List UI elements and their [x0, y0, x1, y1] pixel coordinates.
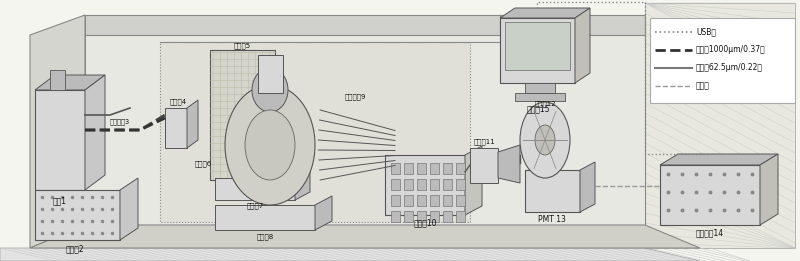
Bar — [404, 195, 413, 206]
Polygon shape — [85, 75, 105, 190]
Polygon shape — [120, 178, 138, 240]
Text: 光纤（1000μm/0.37）: 光纤（1000μm/0.37） — [696, 45, 766, 55]
Text: 光纤架6: 光纤架6 — [195, 160, 212, 167]
Text: 准直器4: 准直器4 — [170, 98, 186, 105]
Polygon shape — [498, 145, 520, 183]
Bar — [417, 211, 426, 222]
Text: 升降台8: 升降台8 — [256, 233, 274, 240]
Text: 光纤（62.5μm/0.22）: 光纤（62.5μm/0.22） — [696, 63, 763, 73]
Bar — [443, 163, 452, 174]
Polygon shape — [500, 8, 590, 18]
Bar — [500, 18, 575, 83]
Text: 准直器11: 准直器11 — [474, 138, 496, 145]
Bar — [404, 211, 413, 222]
Bar — [430, 211, 439, 222]
Bar — [525, 170, 580, 212]
Ellipse shape — [520, 102, 570, 178]
Polygon shape — [30, 225, 700, 248]
Text: 光开关10: 光开关10 — [414, 218, 437, 227]
Bar — [404, 163, 413, 174]
Bar — [650, 18, 795, 103]
Text: 滤光片12: 滤光片12 — [534, 100, 556, 106]
Polygon shape — [187, 100, 198, 148]
Polygon shape — [660, 154, 778, 165]
Polygon shape — [465, 146, 482, 215]
Polygon shape — [35, 75, 105, 90]
Bar — [456, 179, 465, 190]
Bar — [430, 195, 439, 206]
Bar — [456, 195, 465, 206]
Bar — [215, 178, 295, 200]
Bar — [456, 211, 465, 222]
Polygon shape — [645, 3, 795, 248]
Text: 信号线: 信号线 — [696, 81, 710, 91]
Polygon shape — [0, 248, 700, 261]
Bar — [430, 179, 439, 190]
Bar — [391, 179, 400, 190]
Bar — [210, 50, 275, 180]
Polygon shape — [575, 8, 590, 83]
Polygon shape — [295, 170, 310, 200]
Bar — [505, 22, 570, 70]
Text: 成像器5: 成像器5 — [234, 42, 250, 49]
Bar — [443, 179, 452, 190]
Bar — [160, 42, 470, 222]
Bar — [404, 179, 413, 190]
Ellipse shape — [252, 68, 288, 112]
Polygon shape — [315, 196, 332, 230]
Text: 光源1: 光源1 — [53, 196, 67, 205]
Bar — [385, 155, 465, 215]
Ellipse shape — [535, 125, 555, 155]
Bar — [165, 108, 187, 148]
Bar — [456, 163, 465, 174]
Polygon shape — [30, 15, 85, 248]
Polygon shape — [760, 154, 778, 225]
Polygon shape — [580, 162, 595, 212]
Bar — [515, 93, 565, 101]
Text: 计数模块14: 计数模块14 — [696, 228, 724, 237]
Polygon shape — [85, 35, 645, 225]
Text: 板转台7: 板转台7 — [246, 202, 264, 209]
Bar — [391, 195, 400, 206]
Bar — [430, 163, 439, 174]
Bar — [443, 195, 452, 206]
Bar — [391, 163, 400, 174]
Text: USB线: USB线 — [696, 27, 716, 37]
Bar — [50, 70, 65, 90]
Polygon shape — [85, 15, 645, 35]
Bar — [258, 55, 283, 93]
Bar — [215, 205, 315, 230]
Bar — [35, 90, 85, 190]
Bar — [443, 211, 452, 222]
Bar — [35, 190, 120, 240]
Bar — [660, 165, 760, 225]
Bar — [417, 163, 426, 174]
Text: PMT 13: PMT 13 — [538, 215, 566, 224]
Text: 外激光纤3: 外激光纤3 — [110, 118, 130, 125]
Bar — [417, 179, 426, 190]
Text: 探测光纤9: 探测光纤9 — [344, 93, 366, 100]
Bar — [525, 83, 555, 93]
Bar — [391, 211, 400, 222]
Text: 计算机15: 计算机15 — [526, 104, 550, 113]
Bar — [470, 148, 498, 183]
Text: 衰减器2: 衰减器2 — [66, 244, 84, 253]
Ellipse shape — [245, 110, 295, 180]
Ellipse shape — [225, 85, 315, 205]
Bar — [417, 195, 426, 206]
